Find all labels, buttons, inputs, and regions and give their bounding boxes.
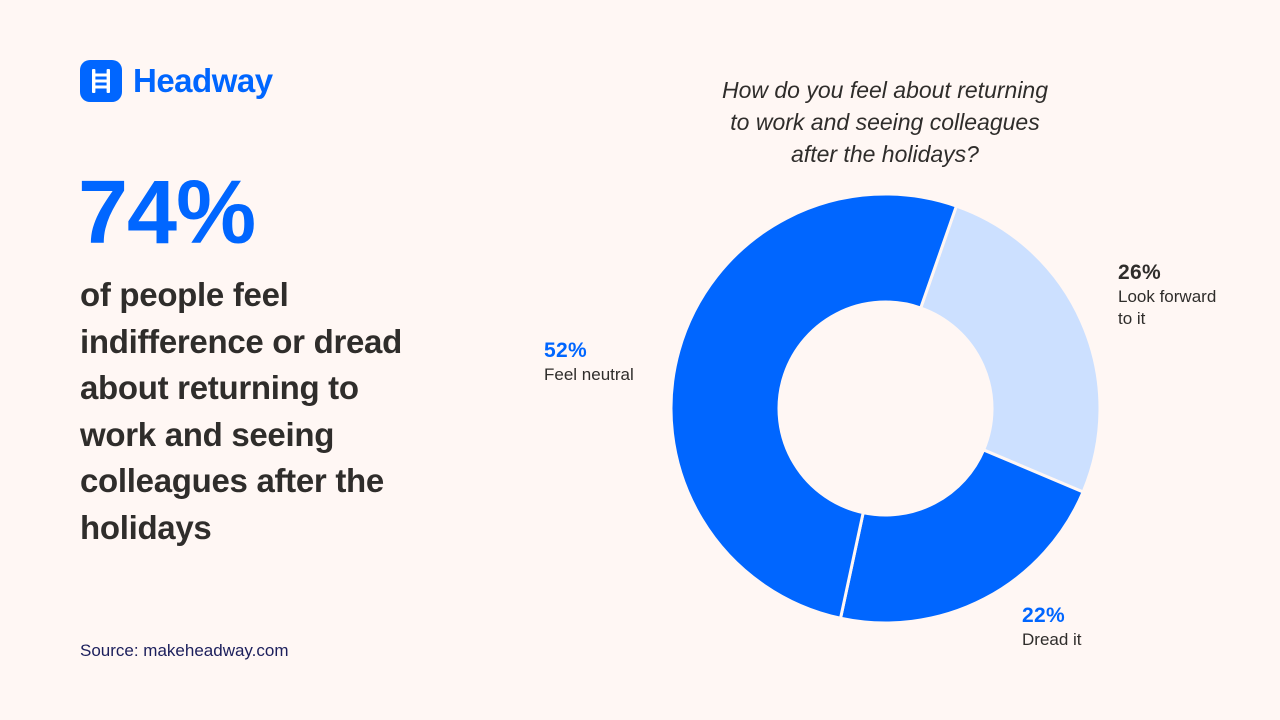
brand-name: Headway [133,62,273,99]
slice-text: Look forward to it [1118,286,1216,330]
headline-line: indifference or dread [80,322,402,360]
chart-title-line: How do you feel about returning [721,77,1049,103]
slice-text-line: Dread it [1022,630,1082,649]
chart-title-line: to work and seeing colleagues [730,109,1040,135]
slice-text: Feel neutral [544,364,634,386]
slice-text-line: to it [1118,309,1146,328]
slice-label-look-forward: 26% Look forward to it [1118,260,1216,330]
headline-line: of people feel [80,276,289,313]
headline-line: work and seeing [80,415,335,453]
slice-label-neutral: 52% Feel neutral [544,338,634,386]
donut-slice-look-forward-to-it [919,204,1102,494]
slice-label-dread: 22% Dread it [1022,603,1082,651]
ladder-icon [80,60,122,102]
donut-slice-dread-it [839,448,1085,625]
slice-percent: 52% [544,339,587,362]
headline-line: colleagues after the [80,462,384,499]
chart-title-line: after the holidays? [791,141,979,167]
slice-text-line: Look forward [1118,287,1217,306]
headline-line: about returning to [80,369,359,406]
chart-title: How do you feel about returning to work … [660,74,1110,170]
slice-text-line: Feel neutral [544,365,634,384]
headline-stat-value: 74% [78,163,256,263]
slice-percent: 22% [1022,604,1065,627]
source-citation: Source: makeheadway.com [80,641,289,660]
headline-line: holidays [80,508,212,546]
headline-text: of people feel indifference or dread abo… [80,272,480,551]
slice-text: Dread it [1022,629,1082,651]
slice-percent: 26% [1118,261,1161,284]
brand-logo: Headway [80,60,273,102]
donut-slice-feel-neutral [669,192,958,620]
